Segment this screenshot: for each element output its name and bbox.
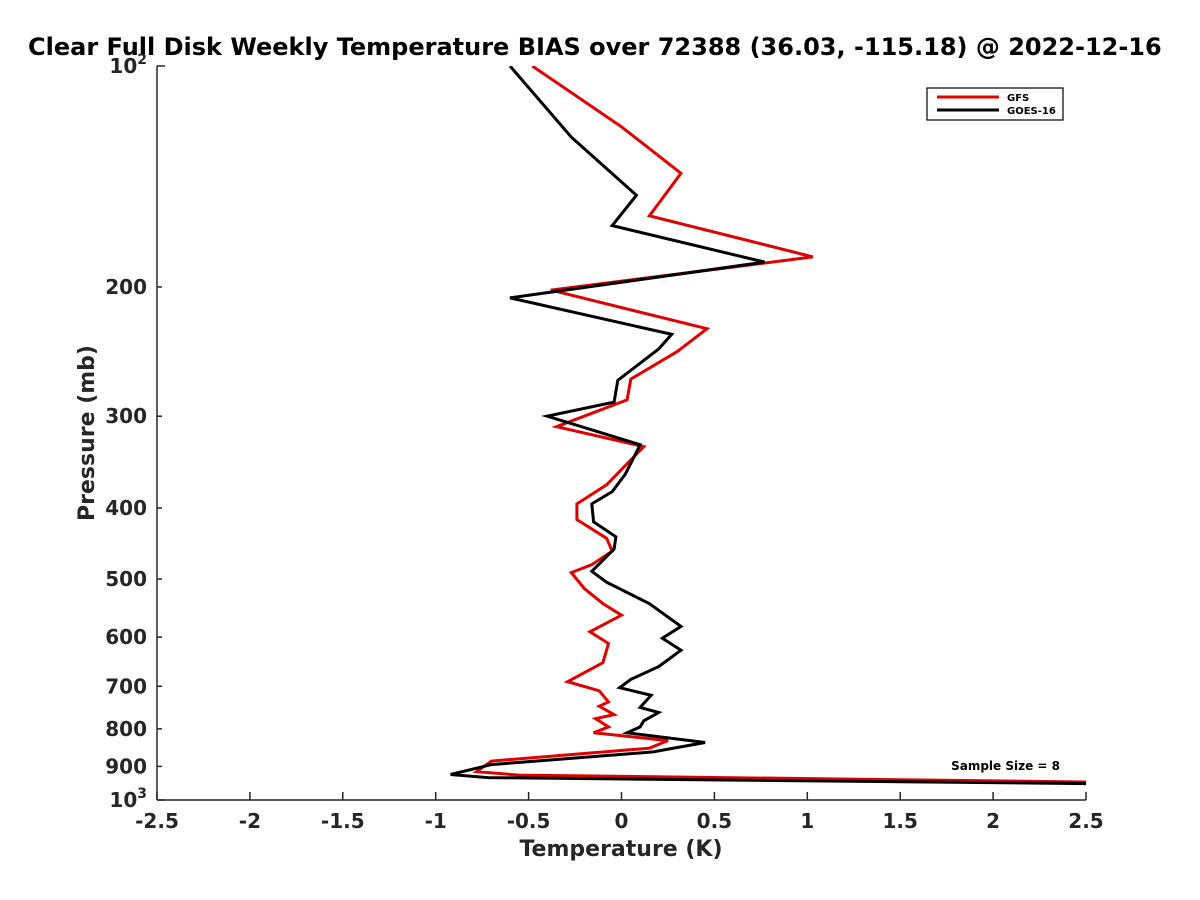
x-tick-label: 0.5 xyxy=(697,809,732,833)
y-tick-label: 200 xyxy=(105,275,147,299)
x-tick-label: 2.5 xyxy=(1068,809,1103,833)
y-tick-label: 300 xyxy=(105,404,147,428)
sample-size-annotation: Sample Size = 8 xyxy=(951,759,1060,773)
y-tick-label: 600 xyxy=(105,625,147,649)
legend-box xyxy=(926,87,1064,121)
x-tick-label: 0 xyxy=(615,809,629,833)
x-tick-label: -0.5 xyxy=(507,809,551,833)
series-line-gfs xyxy=(472,66,1086,784)
plot-area xyxy=(450,66,1086,786)
legend-label-goes-16: GOES-16 xyxy=(1007,106,1056,117)
x-tick-label: -1.5 xyxy=(321,809,365,833)
x-tick-label: 2 xyxy=(986,809,1000,833)
x-tick-label: -1 xyxy=(425,809,447,833)
y-tick-label: 700 xyxy=(105,674,147,698)
y-tick-label: 500 xyxy=(105,567,147,591)
y-tick-label: 400 xyxy=(105,496,147,520)
legend: GFS GOES-16 xyxy=(926,87,1064,121)
y-axis-label: Pressure (mb) xyxy=(75,345,100,521)
x-tick-label: -2.5 xyxy=(135,809,179,833)
x-tick-label: 1 xyxy=(800,809,814,833)
y-tick-label: 800 xyxy=(105,717,147,741)
chart-title: Clear Full Disk Weekly Temperature BIAS … xyxy=(28,33,1162,61)
y-tick-label: 900 xyxy=(105,754,147,778)
x-axis-label: Temperature (K) xyxy=(519,837,722,862)
y-tick-label: 102 xyxy=(109,52,147,78)
series-line-goes-16 xyxy=(450,66,1086,786)
x-tick-label: -2 xyxy=(239,809,261,833)
x-tick-label: 1.5 xyxy=(882,809,917,833)
legend-label-gfs: GFS xyxy=(1007,93,1029,104)
y-tick-label: 103 xyxy=(109,786,147,812)
